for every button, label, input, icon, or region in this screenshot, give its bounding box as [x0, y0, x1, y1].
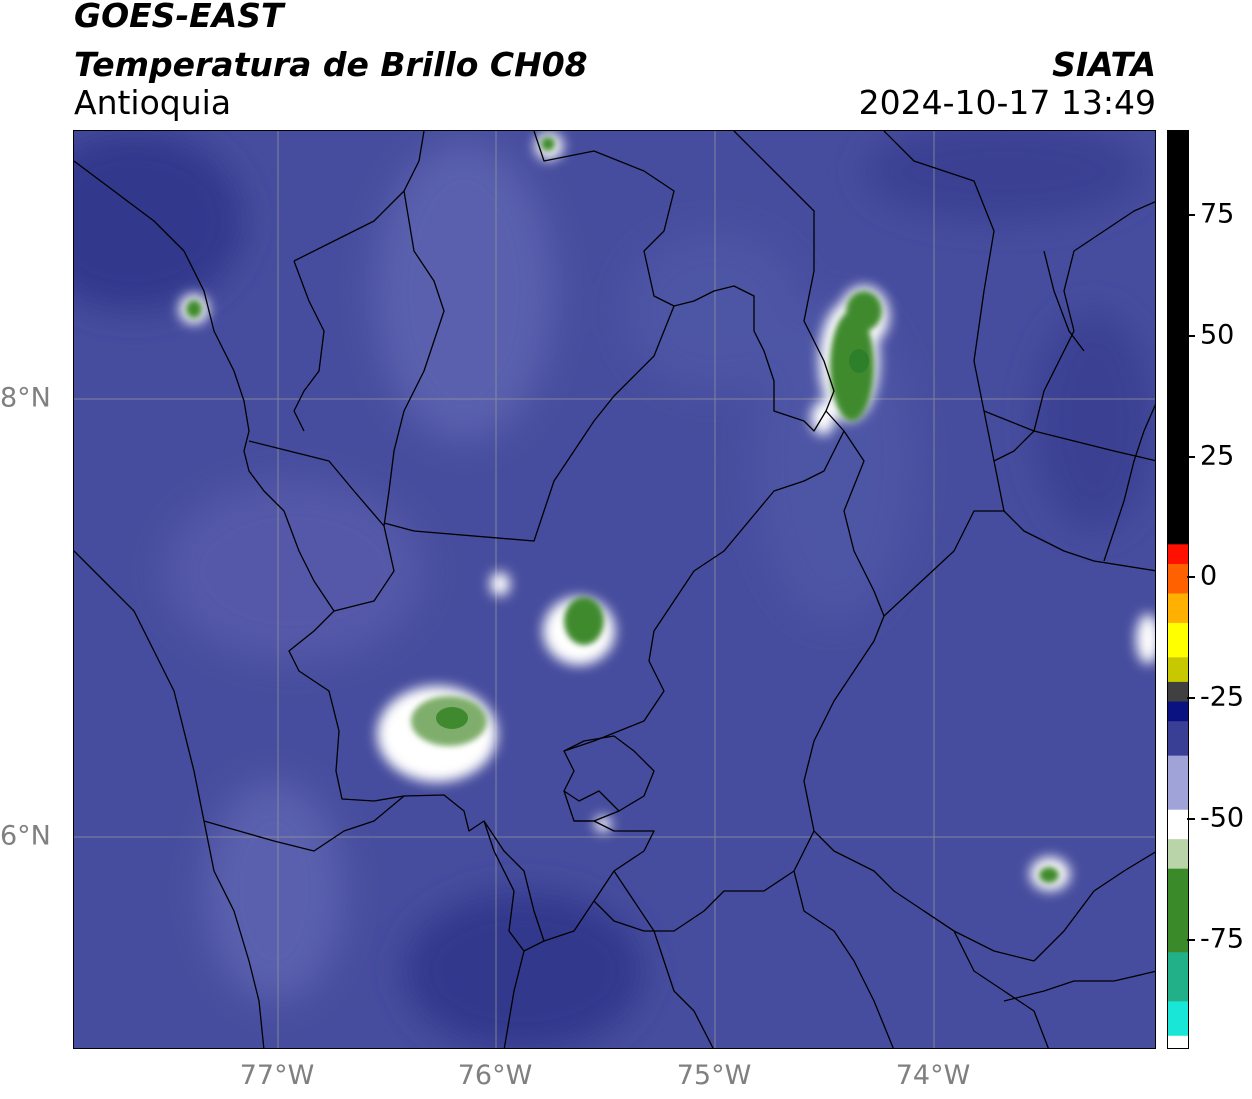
colorbar-tick	[1187, 576, 1195, 578]
colorbar-segment	[1168, 1000, 1188, 1036]
colorbar-label: 25	[1200, 440, 1235, 472]
colorbar-tick	[1187, 335, 1195, 337]
colorbar-segment	[1168, 622, 1188, 658]
lon-tick-label: 77°W	[239, 1060, 315, 1091]
organization-label: SIATA	[1052, 45, 1156, 84]
colorbar-label: 50	[1200, 319, 1235, 351]
colorbar-label: -75	[1200, 923, 1245, 955]
graticule	[74, 131, 1155, 1048]
colorbar-label: -50	[1200, 802, 1245, 834]
colorbar-segment	[1168, 131, 1188, 545]
colorbar-segment	[1168, 868, 1188, 953]
colorbar-segment	[1168, 755, 1188, 810]
colorbar-segment	[1168, 951, 1188, 1002]
colorbar-tick	[1187, 456, 1195, 458]
map-canvas	[74, 131, 1155, 1048]
lat-tick-label: 6°N	[0, 820, 51, 852]
colorbar-tick	[1187, 818, 1195, 820]
colorbar-segment	[1168, 720, 1188, 756]
colorbar-segment	[1168, 1035, 1188, 1048]
lon-tick-label: 75°W	[676, 1060, 752, 1091]
colorbar-label: 75	[1200, 198, 1235, 230]
colorbar-tick	[1187, 214, 1195, 216]
colorbar-tick	[1187, 697, 1195, 699]
colorbar-gradient	[1168, 131, 1188, 1048]
colorbar-segment	[1168, 681, 1188, 702]
colorbar-segment	[1168, 592, 1188, 623]
colorbar	[1167, 130, 1189, 1049]
lon-tick-label: 76°W	[457, 1060, 533, 1091]
colorbar-label: 0	[1200, 560, 1218, 592]
region-label: Antioquia	[74, 83, 232, 122]
colorbar-segment	[1168, 656, 1188, 682]
lon-tick-label: 74°W	[895, 1060, 971, 1091]
lat-tick-label: 8°N	[0, 382, 51, 414]
datetime-label: 2024-10-17 13:49	[858, 83, 1156, 122]
colorbar-segment	[1168, 543, 1188, 564]
colorbar-segment	[1168, 701, 1188, 722]
colorbar-tick	[1187, 939, 1195, 941]
colorbar-segment	[1168, 563, 1188, 594]
boundaries	[74, 131, 1155, 1048]
product-title: Temperatura de Brillo CH08	[74, 45, 588, 84]
cold-cloud-tops	[179, 132, 1155, 891]
colorbar-segment	[1168, 838, 1188, 869]
colorbar-label: -25	[1200, 681, 1245, 713]
satellite-title: GOES-EAST	[74, 0, 284, 35]
brightness-temperature-map	[73, 130, 1156, 1049]
colorbar-segment	[1168, 809, 1188, 840]
